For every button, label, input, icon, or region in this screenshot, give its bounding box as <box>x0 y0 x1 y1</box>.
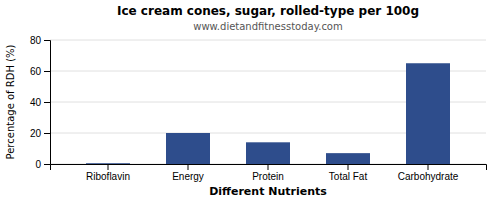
bar <box>246 142 290 164</box>
x-axis: Riboflavin Energy Protein Total Fat Carbohyd… <box>51 164 487 182</box>
bars <box>86 63 450 164</box>
y-tick-mark <box>44 102 50 103</box>
bar <box>166 133 210 164</box>
x-tick-mark <box>108 164 109 170</box>
y-tick: 0 <box>35 159 50 170</box>
x-tick-label: Total Fat <box>329 171 368 182</box>
y-tick-label: 60 <box>30 66 42 77</box>
y-tick: 80 <box>30 35 50 46</box>
title: Ice cream cones, sugar, rolled-type per … <box>117 4 419 18</box>
y-tick-mark <box>44 133 50 134</box>
y-axis-line <box>44 41 51 165</box>
x-tick: Carbohydrate <box>398 164 459 182</box>
grid-line <box>50 40 486 41</box>
y-tick: 40 <box>30 97 50 108</box>
x-tick-mark <box>428 164 429 170</box>
x-tick-label: Carbohydrate <box>398 171 459 182</box>
x-axis-line <box>51 165 487 171</box>
chart-svg: Riboflavin Energy Protein Total Fat Carbohyd… <box>0 0 500 200</box>
x-tick-mark <box>348 164 349 170</box>
x-axis-label: Different Nutrients <box>209 185 327 198</box>
y-tick-mark <box>44 40 50 41</box>
y-tick-label: 20 <box>30 128 42 139</box>
x-tick-label: Protein <box>252 171 284 182</box>
x-tick-mark <box>268 164 269 170</box>
y-tick-label: 80 <box>30 35 42 46</box>
y-axis: 0 20 40 60 80 <box>30 35 51 170</box>
bar <box>406 63 450 164</box>
y-tick: 60 <box>30 66 50 77</box>
y-tick-mark <box>44 164 50 165</box>
x-tick: Energy <box>172 164 204 182</box>
x-tick: Total Fat <box>329 164 368 182</box>
x-tick-mark <box>188 164 189 170</box>
y-axis-label: Percentage of RDH (%) <box>5 44 16 159</box>
grid <box>50 40 486 164</box>
y-tick-label: 40 <box>30 97 42 108</box>
x-tick-label: Energy <box>172 171 204 182</box>
y-tick-label: 0 <box>35 159 41 170</box>
x-tick-label: Riboflavin <box>86 171 130 182</box>
bar <box>86 163 130 164</box>
y-tick-mark <box>44 71 50 72</box>
chart-container: Riboflavin Energy Protein Total Fat Carbohyd… <box>0 0 500 200</box>
y-tick: 20 <box>30 128 50 139</box>
plot-area: Riboflavin Energy Protein Total Fat Carbohyd… <box>30 35 487 182</box>
bar <box>326 153 370 164</box>
x-tick: Riboflavin <box>86 164 130 182</box>
x-tick: Protein <box>252 164 284 182</box>
subtitle: www.dietandfitnesstoday.com <box>193 21 342 32</box>
